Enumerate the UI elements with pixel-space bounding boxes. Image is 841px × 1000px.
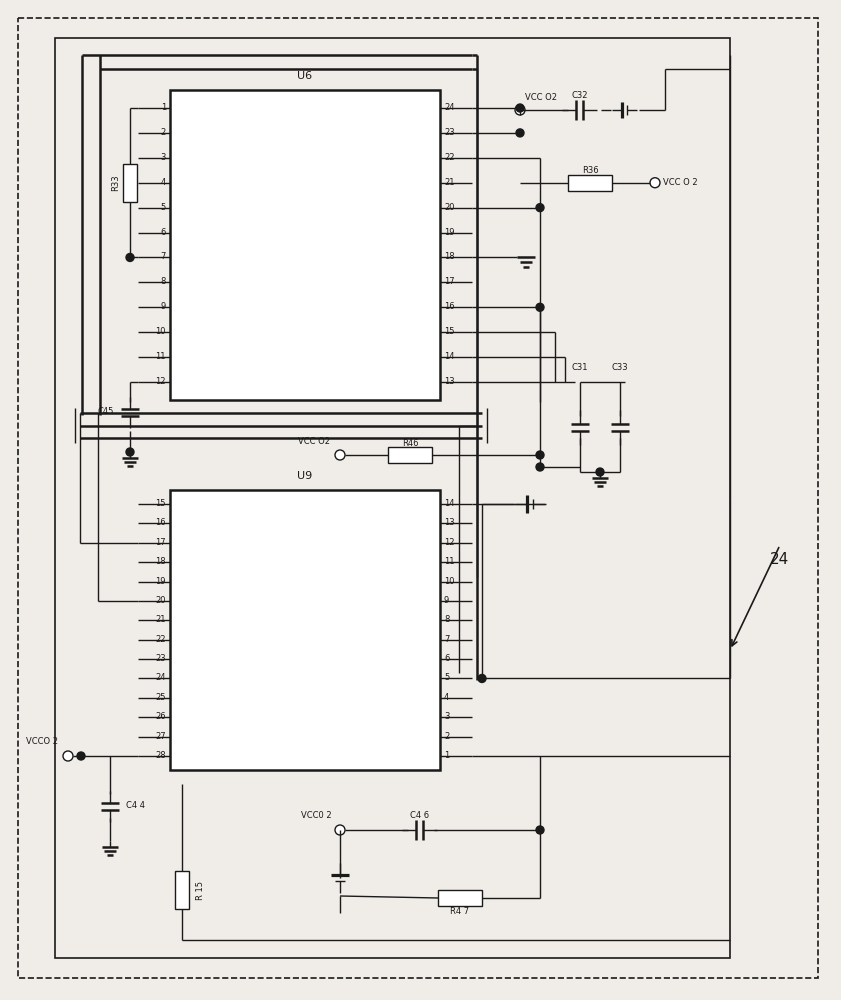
Text: 24: 24 [156,673,166,682]
Text: 9: 9 [444,596,449,605]
Text: 10: 10 [444,577,454,586]
Circle shape [536,303,544,311]
Text: C32: C32 [572,92,588,101]
Circle shape [335,450,345,460]
Text: 10: 10 [156,327,166,336]
Text: 17: 17 [444,277,455,286]
Text: 19: 19 [156,577,166,586]
Text: C33: C33 [611,363,628,372]
Text: 16: 16 [156,518,166,527]
Bar [170,490,440,770]
Text: 9: 9 [161,302,166,311]
Text: C45: C45 [98,408,114,416]
Circle shape [536,826,544,834]
Text: 23: 23 [156,654,166,663]
Circle shape [536,451,544,459]
Text: U9: U9 [298,471,313,481]
Text: VCCO 2: VCCO 2 [26,738,58,746]
Text: VCC O 2: VCC O 2 [663,178,698,187]
Text: R33: R33 [112,174,120,191]
Text: VCC O2: VCC O2 [298,436,330,446]
Text: 13: 13 [444,518,455,527]
Circle shape [515,105,525,115]
Text: 4: 4 [444,693,449,702]
Text: 24: 24 [444,103,454,112]
Circle shape [596,468,604,476]
Bar [175,871,189,909]
Text: 13: 13 [444,377,455,386]
Circle shape [536,463,544,471]
Text: R46: R46 [402,438,418,448]
Text: 27: 27 [156,732,166,741]
Text: 2: 2 [444,732,449,741]
Text: 23: 23 [444,128,455,137]
Text: 24: 24 [770,552,789,568]
Circle shape [536,204,544,212]
Text: 12: 12 [444,538,454,547]
Text: 12: 12 [156,377,166,386]
Bar [438,890,482,906]
Bar [123,164,137,202]
Text: 15: 15 [444,327,454,336]
Bar [388,447,432,463]
Text: 17: 17 [156,538,166,547]
Circle shape [335,825,345,835]
Circle shape [516,129,524,137]
Text: R4 7: R4 7 [451,908,469,916]
Text: 22: 22 [156,635,166,644]
Text: C4 6: C4 6 [410,812,430,820]
Text: 11: 11 [444,557,454,566]
Text: R36: R36 [582,166,598,175]
Text: 21: 21 [156,615,166,624]
Circle shape [516,104,524,112]
Text: 28: 28 [156,751,166,760]
Text: 26: 26 [156,712,166,721]
Text: 1: 1 [444,751,449,760]
Text: VCC0 2: VCC0 2 [301,812,332,820]
Text: 18: 18 [156,557,166,566]
Text: 3: 3 [161,153,166,162]
Circle shape [478,674,486,682]
Text: 25: 25 [156,693,166,702]
Text: 6: 6 [161,228,166,237]
Text: 16: 16 [444,302,455,311]
Bar [55,38,730,958]
Text: 5: 5 [444,673,449,682]
Text: 22: 22 [444,153,454,162]
Circle shape [126,448,134,456]
Text: 15: 15 [156,499,166,508]
Text: 3: 3 [444,712,449,721]
Text: 7: 7 [444,635,449,644]
Text: U6: U6 [298,71,313,81]
Bar [568,175,612,191]
Text: 2: 2 [161,128,166,137]
Text: 14: 14 [444,352,454,361]
Circle shape [63,751,73,761]
Text: 14: 14 [444,499,454,508]
Text: 20: 20 [444,203,454,212]
Text: 19: 19 [444,228,454,237]
Text: VCC O2: VCC O2 [525,94,557,103]
Circle shape [650,178,660,188]
Text: 1: 1 [161,103,166,112]
Text: 7: 7 [161,252,166,261]
Text: R 15: R 15 [196,880,205,900]
Text: 8: 8 [161,277,166,286]
Text: C31: C31 [572,363,588,372]
Text: 4: 4 [161,178,166,187]
Circle shape [77,752,85,760]
Text: 6: 6 [444,654,449,663]
Text: C4 4: C4 4 [126,802,145,810]
Text: 11: 11 [156,352,166,361]
Circle shape [126,253,134,261]
Bar [170,90,440,400]
Text: 21: 21 [444,178,454,187]
Text: 18: 18 [444,252,455,261]
Text: 20: 20 [156,596,166,605]
Text: 5: 5 [161,203,166,212]
Text: 8: 8 [444,615,449,624]
